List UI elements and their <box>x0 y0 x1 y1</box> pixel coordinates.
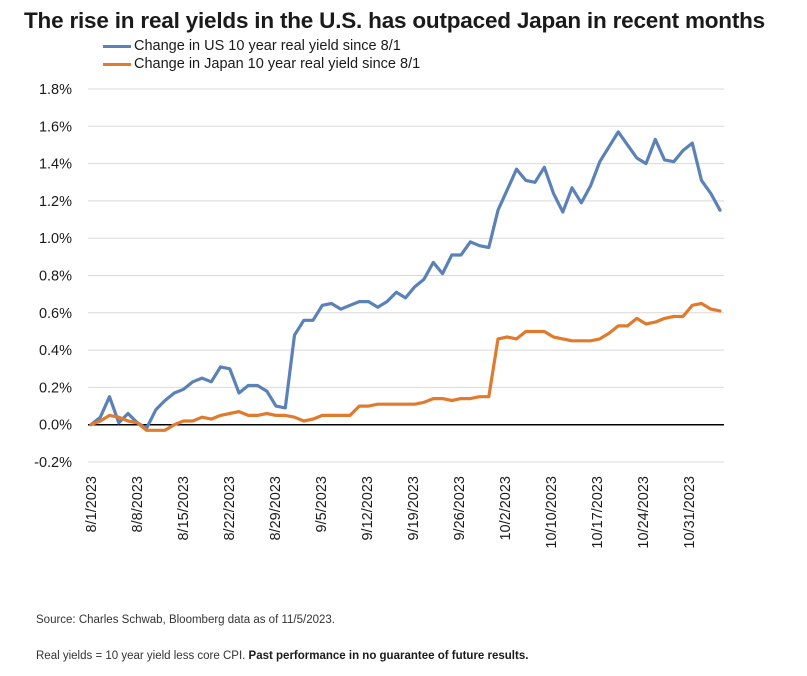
x-tick-label: 10/17/2023 <box>590 476 606 549</box>
x-tick-label: 8/29/2023 <box>268 476 284 541</box>
x-tick-label: 8/1/2023 <box>84 476 100 532</box>
x-tick-label: 9/5/2023 <box>314 476 330 532</box>
chart-title: The rise in real yields in the U.S. has … <box>24 8 766 33</box>
y-tick-label: -0.2% <box>34 455 72 471</box>
legend-item-us: Change in US 10 year real yield since 8/… <box>103 37 420 55</box>
x-tick-label: 9/19/2023 <box>406 476 422 541</box>
x-tick-label: 9/26/2023 <box>452 476 468 541</box>
x-tick-label: 10/24/2023 <box>636 476 652 549</box>
x-tick-label: 9/12/2023 <box>360 476 376 541</box>
y-tick-label: 1.0% <box>39 231 72 247</box>
y-tick-label: 0.2% <box>39 380 72 396</box>
x-tick-label: 10/31/2023 <box>682 476 698 549</box>
y-tick-label: 1.2% <box>39 194 72 210</box>
disclaimer-note: Real yields = 10 year yield less core CP… <box>36 650 528 662</box>
legend-label-japan: Change in Japan 10 year real yield since… <box>134 56 421 72</box>
y-tick-label: 1.8% <box>39 82 72 98</box>
x-tick-label: 8/8/2023 <box>130 476 146 532</box>
x-tick-label: 10/2/2023 <box>498 476 514 541</box>
japan-yield-series-line <box>89 301 722 432</box>
disclaimer-text: Real yields = 10 year yield less core CP… <box>36 650 249 662</box>
chart-legend: Change in US 10 year real yield since 8/… <box>103 37 420 73</box>
disclaimer-bold: Past performance in no guarantee of futu… <box>248 650 529 662</box>
legend-item-japan: Change in Japan 10 year real yield since… <box>103 55 420 73</box>
y-tick-label: 0.0% <box>39 418 72 434</box>
y-tick-label: 0.8% <box>39 269 72 285</box>
y-tick-label: 0.4% <box>39 343 72 359</box>
legend-label-us: Change in US 10 year real yield since 8/… <box>134 38 401 54</box>
x-tick-label: 8/15/2023 <box>176 476 192 541</box>
x-tick-label: 10/10/2023 <box>544 476 560 549</box>
us-yield-series-line <box>89 130 722 430</box>
legend-swatch-us <box>103 44 131 48</box>
source-note: Source: Charles Schwab, Bloomberg data a… <box>36 614 335 626</box>
line-chart: 1.8% 1.6% 1.4% 1.2% 1.0% 0.8% 0.6% 0.4% 0.2% 0.0%… <box>34 82 724 549</box>
y-tick-label: 1.6% <box>39 119 72 135</box>
y-tick-label: 0.6% <box>39 306 72 322</box>
x-tick-label: 8/22/2023 <box>222 476 238 541</box>
legend-swatch-japan <box>103 62 131 66</box>
y-tick-label: 1.4% <box>39 157 72 173</box>
